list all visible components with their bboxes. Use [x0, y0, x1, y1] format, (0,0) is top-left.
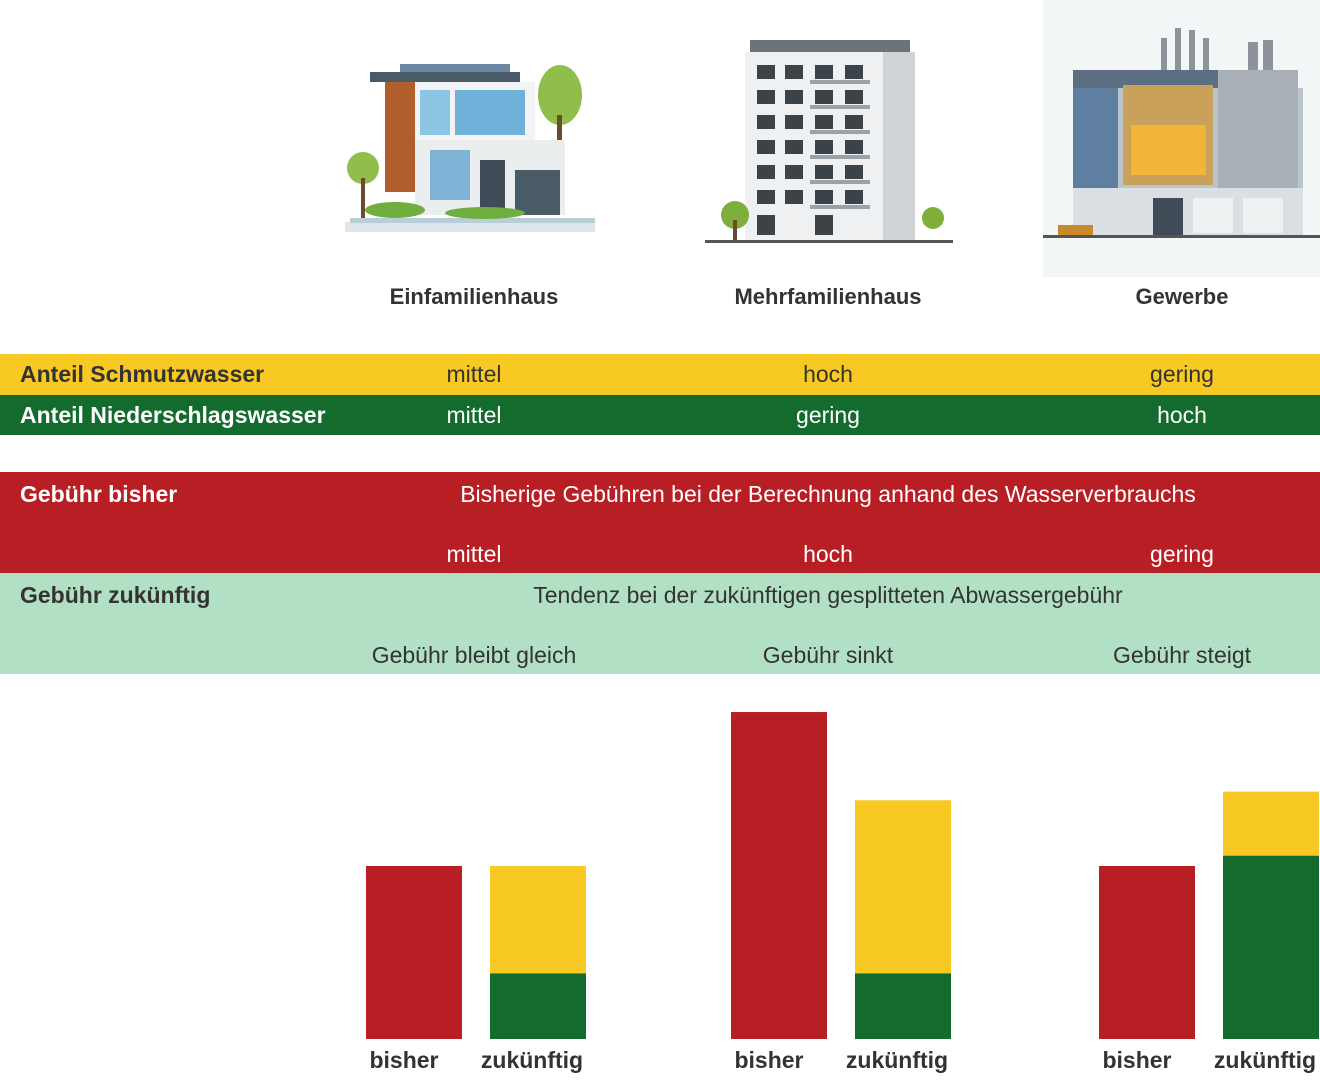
column-title-mehrfamilienhaus: Mehrfamilienhaus [734, 284, 922, 309]
bar-zukuenftig-niederschlag-mehrfamilienhaus [855, 973, 951, 1039]
row-label-niederschlagswasser: Anteil Niederschlagswasser [20, 402, 326, 428]
bar-label-bisher-einfamilienhaus: bisher [369, 1047, 438, 1073]
bar-zukuenftig-schmutzwasser-gewerbe [1223, 791, 1319, 856]
row-gebuehr-zukuenftig: Gebühr zukünftig Tendenz bei der zukünft… [0, 573, 1320, 674]
value-schmutzwasser-gewerbe: gering [1150, 361, 1214, 387]
bar-bisher-gewerbe [1099, 866, 1195, 1039]
value-niederschlag-gewerbe: hoch [1157, 402, 1207, 428]
bar-zukuenftig-schmutzwasser-mehrfamilienhaus [855, 800, 951, 974]
row-niederschlagswasser: Anteil Niederschlagswasser mittel gering… [0, 395, 1320, 435]
value-zukuenftig-einfamilienhaus: Gebühr bleibt gleich [371, 642, 577, 668]
subtitle-gebuehr-zukuenftig: Tendenz bei der zukünftigen gesplitteten… [533, 582, 1123, 608]
value-zukuenftig-mehrfamilienhaus: Gebühr sinkt [762, 642, 894, 668]
column-title-einfamilienhaus: Einfamilienhaus [389, 284, 559, 309]
row-gebuehr-bisher: Gebühr bisher Bisherige Gebühren bei der… [0, 472, 1320, 573]
bar-label-zukuenftig-mehrfamilienhaus: zukünftig [846, 1047, 948, 1073]
bar-zukuenftig-schmutzwasser-einfamilienhaus [490, 866, 586, 974]
bar-bisher-mehrfamilienhaus [731, 712, 827, 1039]
apartment-building-icon [705, 40, 953, 243]
value-bisher-einfamilienhaus: mittel [446, 541, 502, 567]
bar-label-bisher-mehrfamilienhaus: bisher [734, 1047, 803, 1073]
fee-comparison-chart: bisher zukünftig bisher zukünftig bisher zukü… [366, 712, 1319, 1073]
bar-zukuenftig-niederschlag-gewerbe [1223, 855, 1319, 1039]
value-schmutzwasser-einfamilienhaus: mittel [446, 361, 502, 387]
bar-bisher-einfamilienhaus [366, 866, 462, 1039]
value-niederschlag-mehrfamilienhaus: gering [796, 402, 860, 428]
row-label-schmutzwasser: Anteil Schmutzwasser [20, 361, 265, 387]
row-label-gebuehr-zukuenftig: Gebühr zukünftig [20, 582, 211, 608]
single-family-house-icon [345, 64, 595, 232]
value-bisher-mehrfamilienhaus: hoch [803, 541, 853, 567]
row-label-gebuehr-bisher: Gebühr bisher [20, 481, 178, 507]
value-schmutzwasser-mehrfamilienhaus: hoch [803, 361, 853, 387]
bar-label-bisher-gewerbe: bisher [1102, 1047, 1171, 1073]
subtitle-gebuehr-bisher: Bisherige Gebühren bei der Berechnung an… [460, 481, 1196, 507]
value-zukuenftig-gewerbe: Gebühr steigt [1112, 642, 1252, 668]
value-niederschlag-einfamilienhaus: mittel [446, 402, 502, 428]
bar-label-zukuenftig-einfamilienhaus: zukünftig [481, 1047, 583, 1073]
commercial-building-icon [1043, 0, 1320, 277]
bar-label-zukuenftig-gewerbe: zukünftig [1214, 1047, 1316, 1073]
value-bisher-gewerbe: gering [1150, 541, 1214, 567]
bar-zukuenftig-niederschlag-einfamilienhaus [490, 973, 586, 1039]
row-schmutzwasser: Anteil Schmutzwasser mittel hoch gering [0, 354, 1320, 395]
column-title-gewerbe: Gewerbe [1135, 284, 1229, 309]
